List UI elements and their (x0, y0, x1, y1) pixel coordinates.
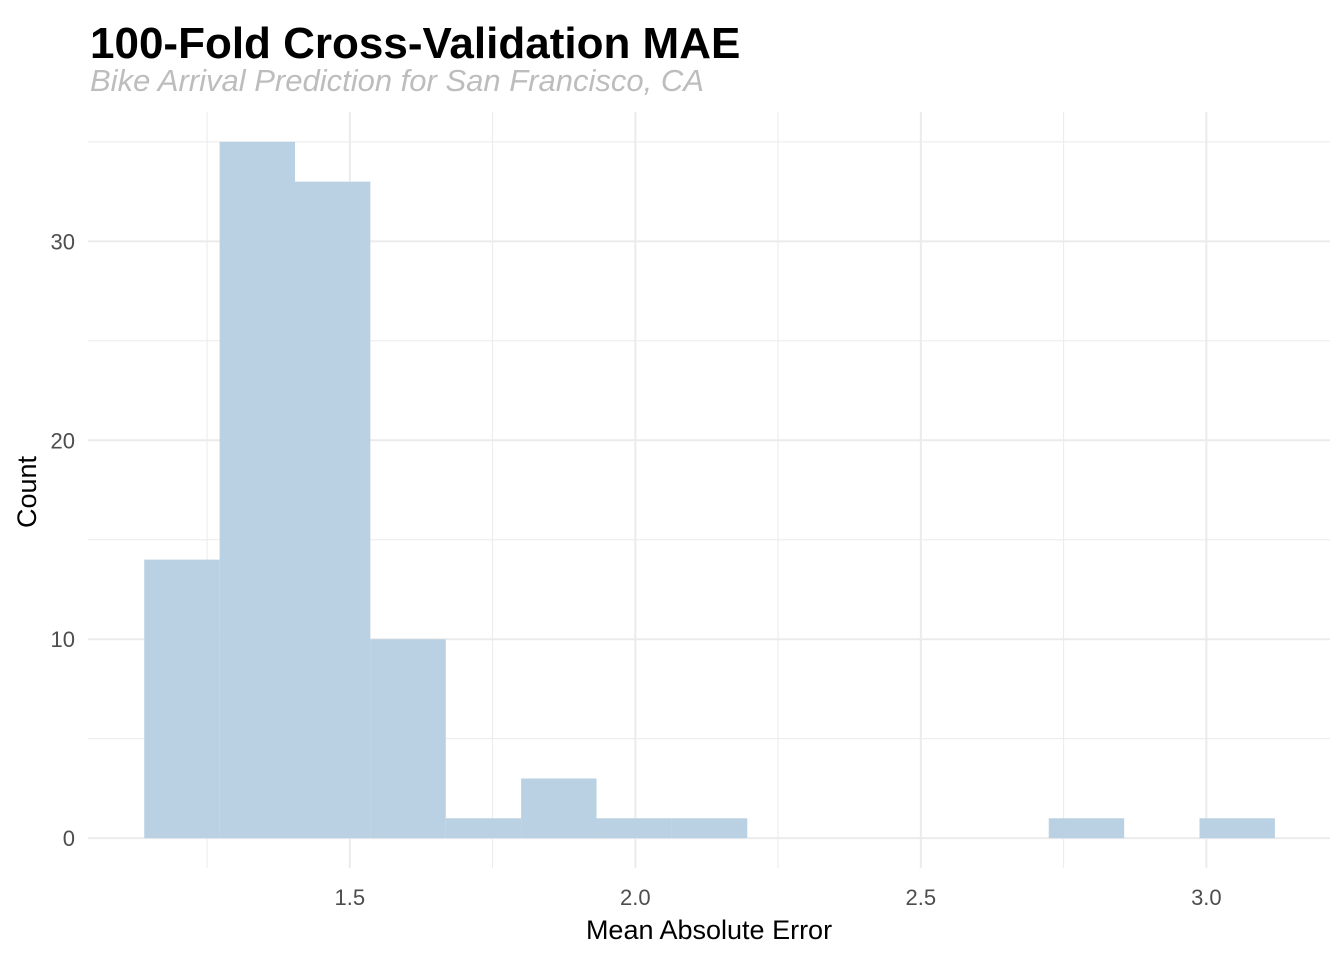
x-tick-label: 1.5 (335, 885, 366, 910)
x-tick-label: 2.0 (620, 885, 651, 910)
histogram-bar (1048, 818, 1125, 839)
chart-title: 100-Fold Cross-Validation MAE (90, 19, 741, 68)
histogram-bar (144, 559, 220, 839)
y-tick-label: 20 (51, 428, 75, 453)
y-axis-title: Count (12, 455, 42, 528)
histogram-bar (219, 141, 295, 839)
y-axis-tick-labels: 0 10 20 30 (51, 229, 75, 851)
histogram-bar (295, 181, 371, 839)
histogram-bar (370, 639, 446, 839)
histogram-bar (521, 778, 597, 839)
y-tick-label: 10 (51, 627, 75, 652)
x-tick-label: 3.0 (1191, 885, 1222, 910)
histogram-bars (144, 141, 1275, 839)
y-tick-label: 30 (51, 229, 75, 254)
histogram-bar (1199, 818, 1275, 839)
histogram-bar (596, 818, 672, 839)
x-axis-title: Mean Absolute Error (586, 915, 832, 945)
y-tick-label: 0 (63, 826, 75, 851)
histogram-bar (671, 818, 748, 839)
histogram-bar (445, 818, 522, 839)
x-tick-label: 2.5 (906, 885, 937, 910)
chart-subtitle: Bike Arrival Prediction for San Francisc… (90, 63, 704, 98)
x-axis-tick-labels: 1.5 2.0 2.5 3.0 (335, 885, 1222, 910)
